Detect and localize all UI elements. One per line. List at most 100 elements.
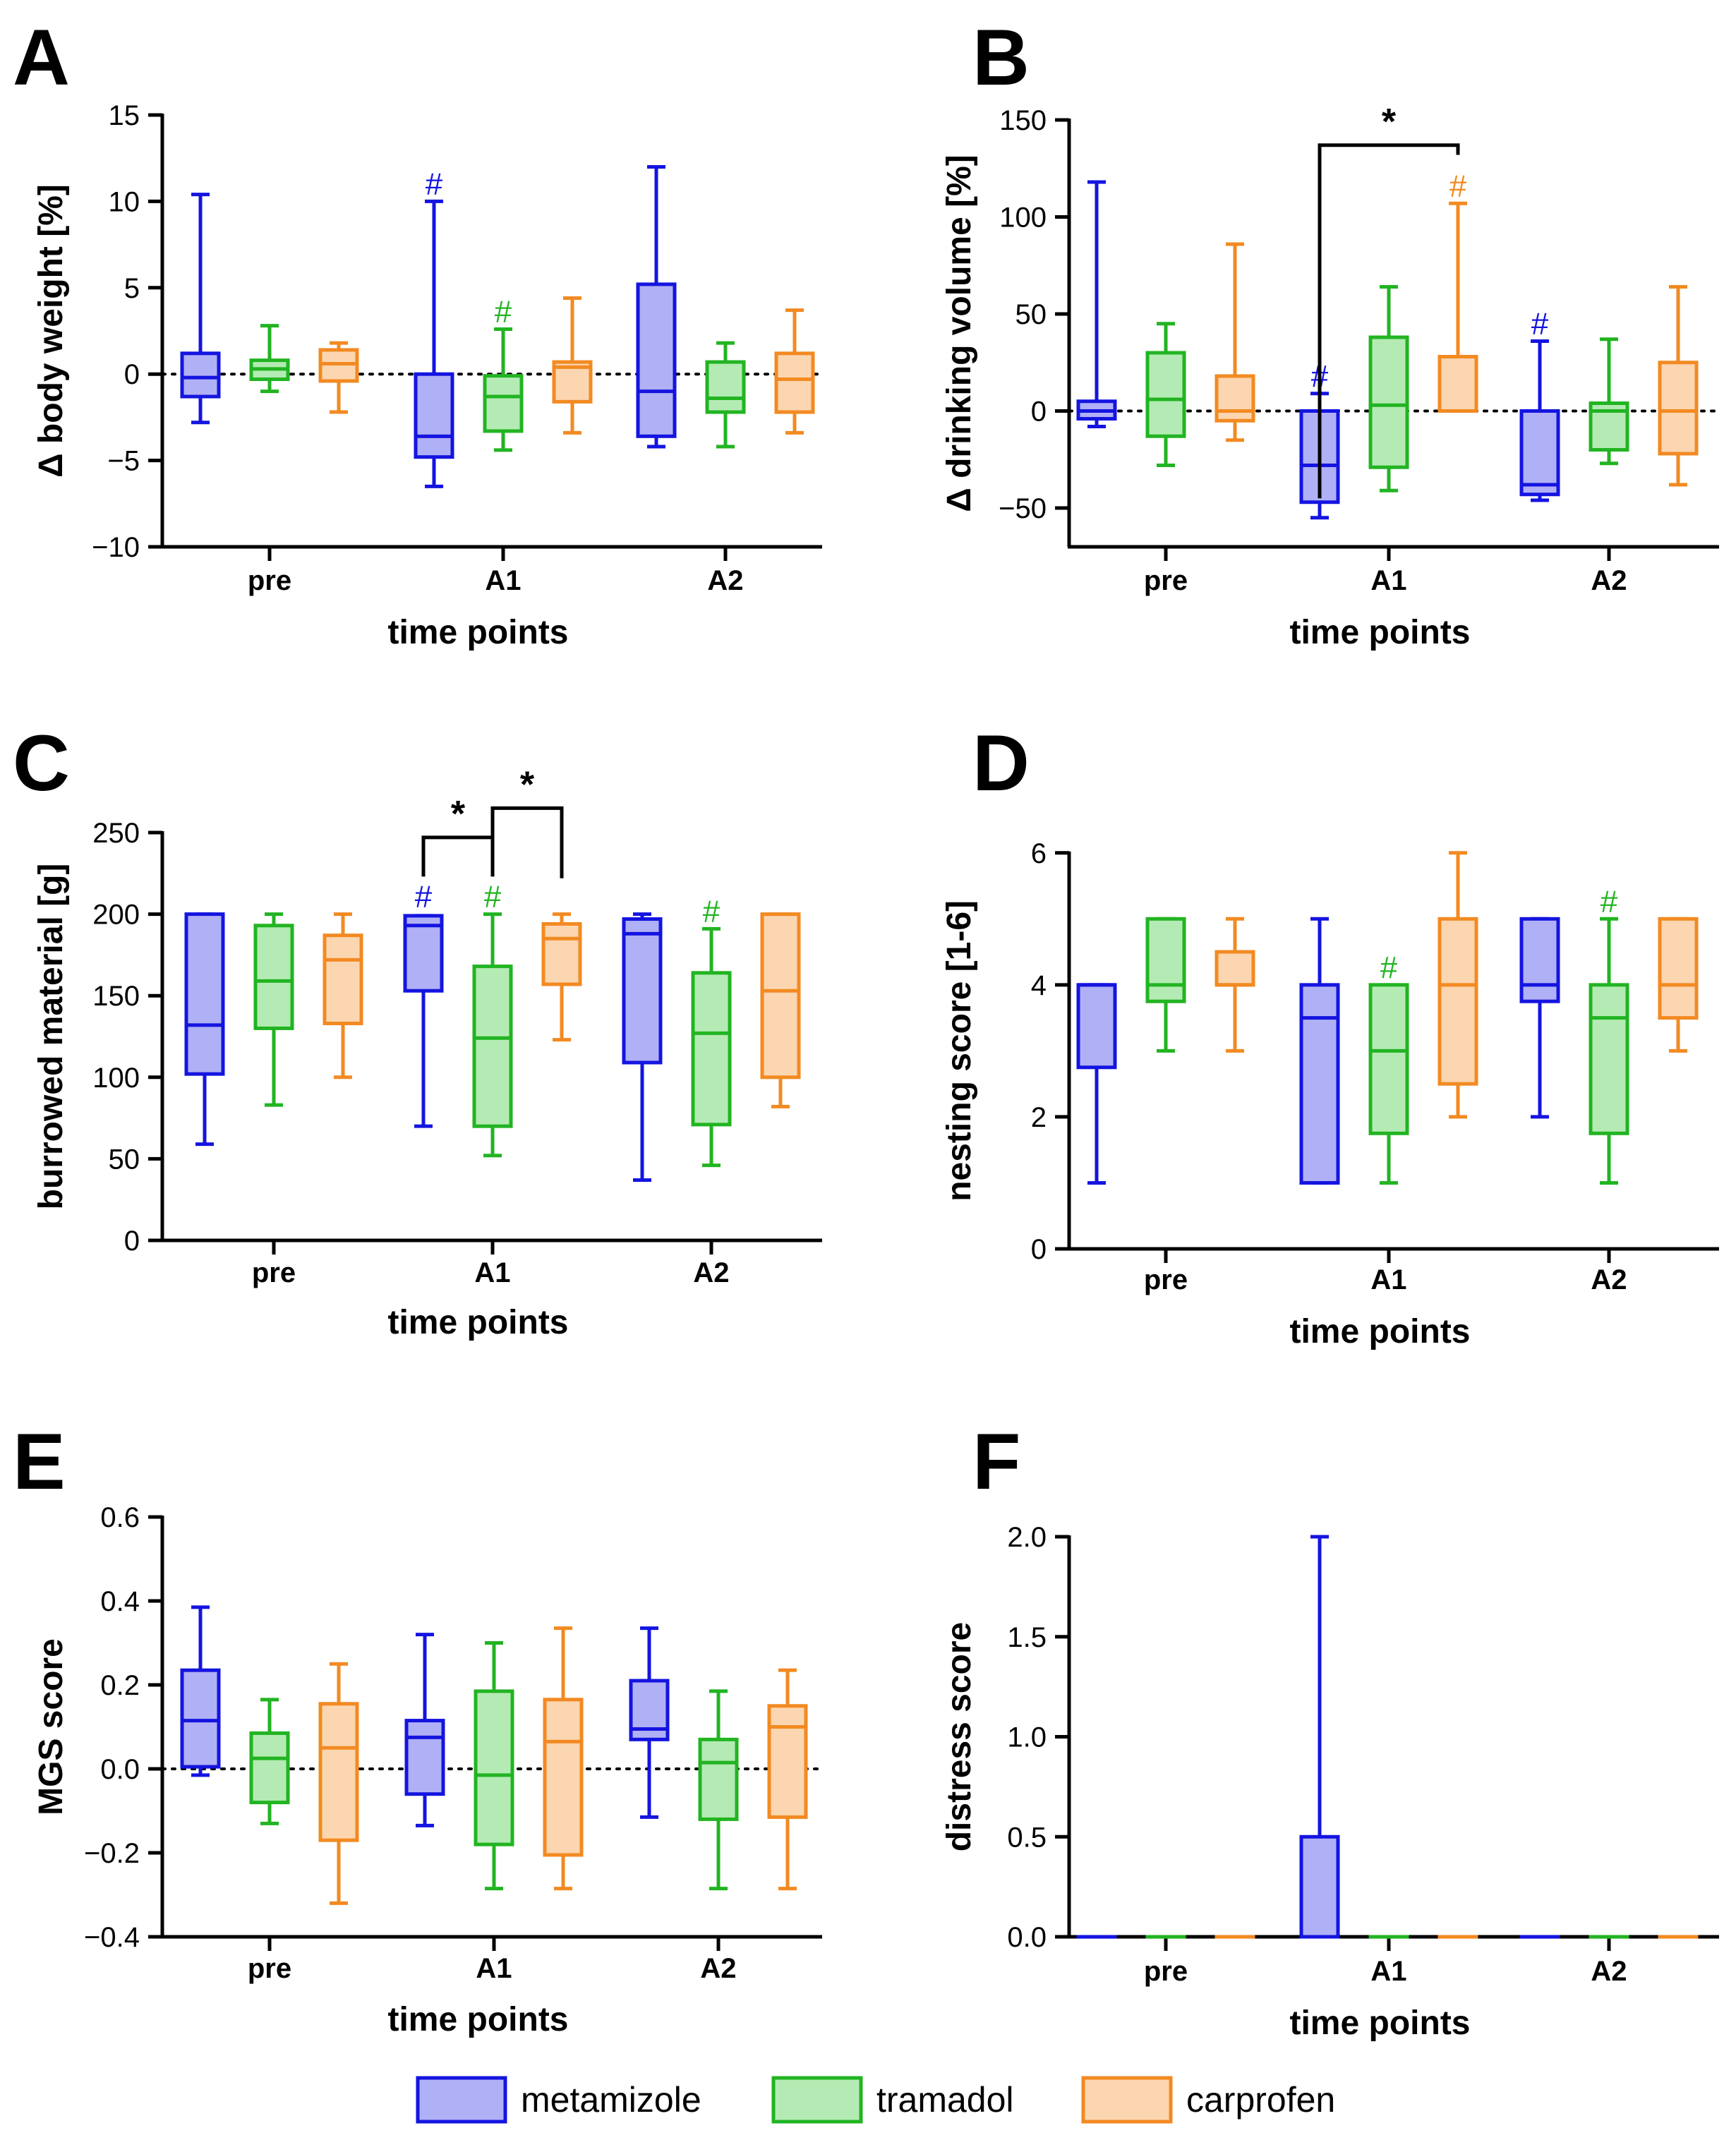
x-axis-title: time points: [387, 1304, 568, 1341]
box-tramadol-pre: [249, 1698, 290, 1825]
box-tramadol-a1: [1368, 983, 1409, 1185]
box-tramadol-a1: [474, 1641, 514, 1891]
significance-bracket: *: [490, 764, 564, 878]
box-iqr: [1437, 917, 1478, 1086]
box-carprofen-pre: [318, 341, 359, 414]
box-carprofen-a1: [543, 1626, 584, 1891]
box-iqr: [1658, 917, 1699, 1020]
x-tick-label: pre: [1144, 565, 1188, 596]
box-carprofen-pre: [318, 1662, 359, 1905]
box-metamizole-a2: [1519, 339, 1560, 502]
x-tick-label: pre: [1144, 1264, 1188, 1295]
box-iqr: [180, 1668, 221, 1769]
box-iqr: [323, 933, 363, 1026]
y-tick-label: 0.0: [1007, 1922, 1047, 1953]
y-tick-label: 0.2: [100, 1670, 140, 1701]
bracket-line: [1318, 143, 1460, 499]
box-iqr: [1076, 983, 1117, 1070]
significance-hash: #: [703, 894, 721, 929]
box-iqr: [1589, 983, 1629, 1135]
y-axis-title: Δ drinking volume [%]: [941, 155, 978, 512]
box-iqr: [180, 351, 221, 399]
y-tick-label: 5: [124, 273, 140, 304]
x-axis-title: time points: [1289, 614, 1470, 651]
box-iqr: [1519, 409, 1560, 497]
box-metamizole-a2: [1519, 917, 1560, 1119]
y-tick-label: 2.0: [1007, 1522, 1047, 1553]
box-metamizole-a1: [403, 914, 444, 1128]
y-tick-label: 50: [109, 1144, 140, 1175]
legend-label: tramadol: [876, 2080, 1014, 2120]
significance-hash: #: [1449, 169, 1467, 203]
y-axis-title: burrowed material [g]: [32, 864, 70, 1210]
box-metamizole-a1: [404, 1633, 445, 1827]
panel-b: B −50 0 50 100 150 pre A1 A2 time points Δ drinkin…: [941, 13, 1720, 651]
panel-e: E −0.4 −0.2 0.0 0.2 0.4 0.6 pre A1 A2 time points M…: [13, 1417, 824, 2038]
y-axis-title: Δ body weight [%]: [32, 184, 70, 478]
significance-hash: #: [484, 880, 502, 914]
panel-letter: E: [13, 1417, 66, 1506]
box-metamizole-a2: [622, 912, 663, 1182]
y-tick-label: 1.0: [1007, 1722, 1047, 1753]
y-tick-label: 2: [1031, 1102, 1047, 1133]
legend-swatch: [771, 2076, 863, 2124]
panel-letter: D: [972, 719, 1030, 807]
x-tick-label: A2: [700, 1953, 736, 1984]
y-tick-label: 200: [92, 900, 140, 931]
bracket-line: [421, 835, 495, 877]
box-iqr: [318, 1702, 359, 1842]
y-tick-label: 150: [92, 981, 140, 1012]
y-tick-label: 0.4: [100, 1586, 140, 1617]
significance-hash: #: [415, 880, 433, 914]
panel-c: C 0 50 100 150 200 250 pre A1 A2 time points burrow…: [13, 719, 822, 1341]
box-carprofen-a1: [1437, 201, 1478, 413]
box-iqr: [1145, 917, 1186, 1003]
x-axis-title: time points: [387, 614, 568, 651]
box-tramadol-pre: [1145, 917, 1186, 1053]
box-iqr: [184, 912, 225, 1076]
x-axis-title: time points: [387, 2001, 568, 2038]
y-tick-label: 50: [1015, 299, 1047, 330]
x-tick-label: pre: [1144, 1956, 1188, 1987]
box-iqr: [774, 351, 815, 414]
box-tramadol-pre: [249, 324, 290, 394]
box-iqr: [691, 971, 732, 1127]
box-iqr: [1519, 917, 1560, 1003]
box-metamizole-pre: [180, 193, 221, 425]
y-axis-title: nesting score [1-6]: [941, 900, 978, 1202]
y-tick-label: 4: [1031, 970, 1047, 1001]
x-tick-label: A2: [693, 1257, 729, 1288]
x-tick-label: A1: [485, 565, 521, 596]
box-metamizole-a1: [1299, 917, 1340, 1185]
box-metamizole-pre: [184, 912, 225, 1147]
box-tramadol-a1: [483, 327, 524, 452]
significance-hash: #: [495, 295, 512, 330]
legend-item-metamizole: metamizole: [416, 2076, 701, 2124]
bracket-star: *: [520, 764, 535, 805]
box-iqr: [1368, 335, 1409, 469]
box-tramadol-a1: [1368, 285, 1409, 492]
panel-letter: F: [972, 1417, 1020, 1506]
y-tick-label: 0: [1031, 1234, 1047, 1265]
box-iqr: [698, 1737, 739, 1821]
box-iqr: [1145, 351, 1186, 438]
box-metamizole-pre: [1076, 983, 1117, 1185]
box-carprofen-a2: [1658, 285, 1699, 487]
box-carprofen-pre: [1214, 917, 1255, 1053]
box-iqr: [404, 1719, 445, 1796]
panel-f: F 0.0 0.5 1.0 1.5 2.0 pre A1 A2 time points distre…: [941, 1417, 1720, 2042]
box-iqr: [760, 912, 801, 1080]
legend-label: carprofen: [1186, 2080, 1335, 2120]
y-tick-label: −5: [107, 446, 140, 477]
box-tramadol-a2: [691, 926, 732, 1168]
box-iqr: [1214, 374, 1255, 423]
significance-hash: #: [1601, 884, 1618, 919]
y-tick-label: 0: [1031, 397, 1047, 428]
significance-hash: #: [1531, 307, 1549, 341]
box-iqr: [474, 1689, 514, 1846]
y-tick-label: 0: [124, 359, 140, 390]
box-metamizole-pre: [180, 1605, 221, 1777]
box-metamizole-a2: [636, 164, 677, 449]
bracket-star: *: [451, 794, 466, 835]
